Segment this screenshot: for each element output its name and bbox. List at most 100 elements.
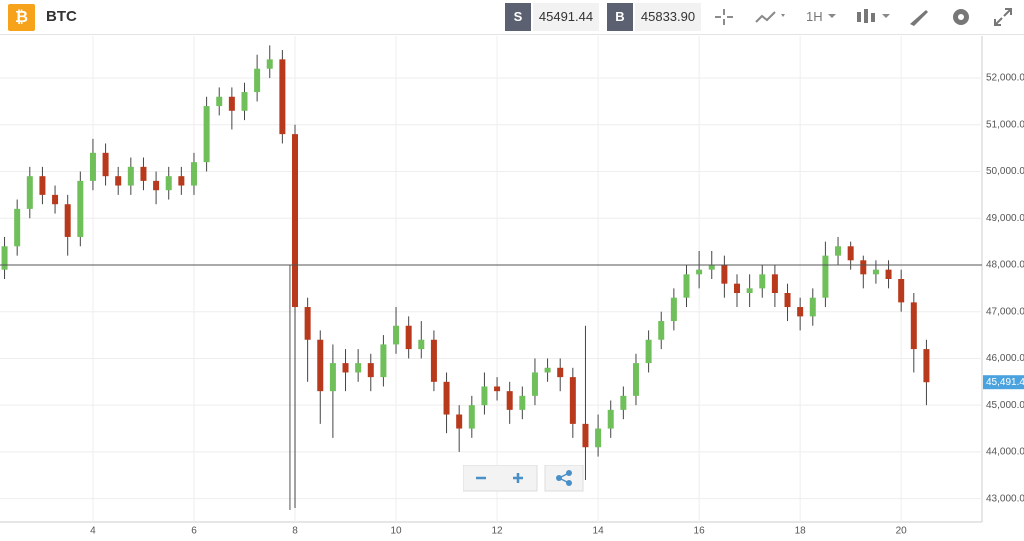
candle-body <box>380 344 387 378</box>
candle-body <box>342 363 349 373</box>
crosshair-tool[interactable] <box>706 4 742 30</box>
candle-body <box>228 96 235 111</box>
candle-body <box>620 395 627 410</box>
x-tick-label: 14 <box>593 526 605 537</box>
x-tick-label: 18 <box>795 526 807 537</box>
y-tick-label: 43,000.00 <box>986 493 1024 504</box>
toolbar: ₿ BTC S 45491.44 B 45833.90 1H <box>0 0 1024 35</box>
sell-button[interactable]: S <box>505 3 531 31</box>
candle-body <box>443 381 450 415</box>
candle-body <box>279 59 286 135</box>
candle-body <box>759 274 766 289</box>
sell-price[interactable]: 45491.44 <box>533 3 599 31</box>
candle-body <box>292 134 299 308</box>
candle-body <box>822 255 829 298</box>
candle-body <box>254 68 261 93</box>
chart-type-tool[interactable] <box>752 4 792 30</box>
x-tick-label: 6 <box>191 526 197 537</box>
share[interactable] <box>556 470 572 486</box>
buy-price[interactable]: 45833.90 <box>635 3 701 31</box>
candle-body <box>178 176 185 186</box>
candle-body <box>569 377 576 424</box>
candle-body <box>898 279 905 303</box>
candle-body <box>557 367 564 378</box>
share-box <box>544 464 584 492</box>
indicator-tool[interactable] <box>852 4 892 30</box>
candle-body <box>190 162 197 186</box>
y-tick-label: 48,000.00 <box>986 260 1024 271</box>
candle-body <box>860 260 867 275</box>
candle-body <box>582 423 589 448</box>
y-tick-label: 51,000.00 <box>986 119 1024 130</box>
candle-body <box>595 428 602 448</box>
buy-button[interactable]: B <box>607 3 633 31</box>
candle-body <box>544 367 551 373</box>
candle-body <box>39 176 46 195</box>
x-tick-label: 8 <box>292 526 298 537</box>
zoom-in[interactable] <box>513 473 523 483</box>
candle-body <box>26 176 33 209</box>
candle-body <box>481 386 488 406</box>
interval[interactable]: 1H <box>806 9 823 24</box>
candle-body <box>531 372 538 396</box>
candle-body <box>405 325 412 350</box>
candle-body <box>102 152 109 177</box>
candle-body <box>910 302 917 350</box>
candle-body <box>835 246 842 256</box>
candle-body <box>140 166 147 181</box>
candle-body <box>115 176 122 186</box>
interval-arrow[interactable] <box>826 4 840 30</box>
symbol[interactable]: BTC <box>46 8 77 25</box>
candle-body <box>216 96 223 107</box>
btc-icon: ₿ <box>8 4 35 31</box>
candle-body <box>708 264 715 270</box>
x-tick-label: 20 <box>896 526 908 537</box>
candle-body <box>670 297 677 322</box>
draw-tool[interactable] <box>906 4 932 30</box>
candle-body <box>89 152 96 181</box>
candle-body <box>329 363 336 392</box>
candle-body <box>923 349 930 383</box>
candle-body <box>885 269 892 279</box>
candle-body <box>1 246 8 270</box>
fullscreen-tool[interactable] <box>990 4 1016 30</box>
candle-body <box>153 180 160 191</box>
x-tick-label: 12 <box>491 526 503 537</box>
candle-body <box>241 92 248 111</box>
y-tick-label: 52,000.00 <box>986 73 1024 84</box>
candle-body <box>494 386 501 392</box>
candle-body <box>304 307 311 340</box>
candle-body <box>607 409 614 429</box>
y-tick-label: 49,000.00 <box>986 213 1024 224</box>
candle-body <box>355 363 362 373</box>
candle-body <box>632 363 639 396</box>
candle-body <box>127 166 134 186</box>
candle-body <box>456 414 463 429</box>
candle-body <box>872 269 879 275</box>
candle-body <box>165 176 172 191</box>
candle-body <box>317 339 324 392</box>
x-tick-label: 16 <box>694 526 706 537</box>
candle-body <box>468 405 475 429</box>
candle-body <box>203 106 210 163</box>
candle-body <box>784 293 791 308</box>
y-tick-label: 45,000.00 <box>986 400 1024 411</box>
candle-body <box>847 246 854 261</box>
candle-body <box>696 269 703 275</box>
candle-body <box>64 204 71 237</box>
candle-body <box>14 208 21 247</box>
candle-body <box>266 59 273 69</box>
candle-body <box>430 339 437 382</box>
candle-body <box>52 194 59 205</box>
candle-body <box>645 339 652 364</box>
last-price-label: 45,491.44 <box>986 377 1024 388</box>
settings-tool[interactable] <box>948 4 974 30</box>
candle-body <box>506 391 513 410</box>
candle-body <box>721 264 728 284</box>
candle-body <box>367 363 374 378</box>
candle-body <box>519 395 526 410</box>
zoom-buttons <box>462 464 584 492</box>
y-tick-label: 50,000.00 <box>986 166 1024 177</box>
